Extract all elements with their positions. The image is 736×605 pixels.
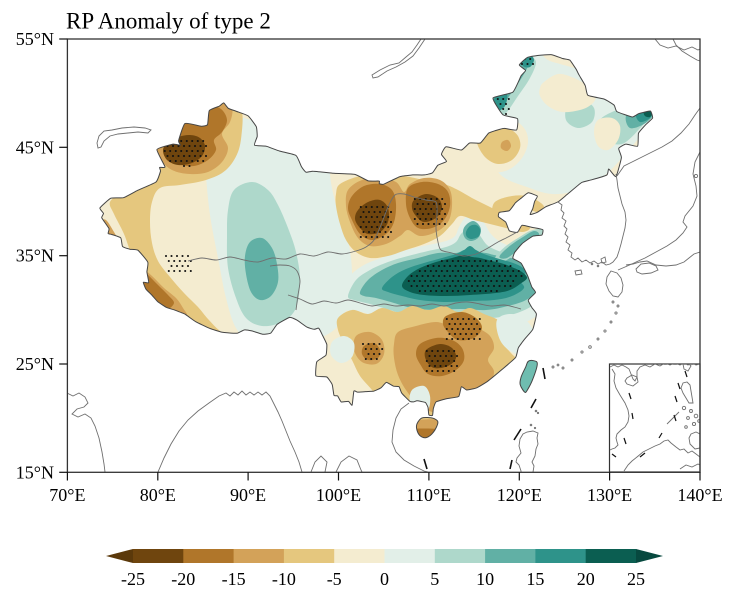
svg-text:35°N: 35°N <box>16 246 54 266</box>
svg-text:-5: -5 <box>327 569 342 589</box>
svg-text:55°N: 55°N <box>16 29 54 49</box>
svg-text:25: 25 <box>627 569 645 589</box>
svg-text:140°E: 140°E <box>677 485 722 505</box>
svg-text:RP Anomaly of type 2: RP Anomaly of type 2 <box>66 9 271 34</box>
svg-text:0: 0 <box>380 569 389 589</box>
svg-text:45°N: 45°N <box>16 137 54 157</box>
svg-text:15°N: 15°N <box>16 462 54 482</box>
svg-text:25°N: 25°N <box>16 354 54 374</box>
svg-text:110°E: 110°E <box>407 485 452 505</box>
svg-text:80°E: 80°E <box>140 485 176 505</box>
svg-text:20: 20 <box>577 569 595 589</box>
svg-text:120°E: 120°E <box>497 485 542 505</box>
svg-text:130°E: 130°E <box>587 485 632 505</box>
svg-text:100°E: 100°E <box>316 485 361 505</box>
svg-text:-25: -25 <box>121 569 145 589</box>
svg-text:5: 5 <box>430 569 439 589</box>
svg-text:-10: -10 <box>272 569 296 589</box>
svg-text:90°E: 90°E <box>230 485 266 505</box>
svg-text:70°E: 70°E <box>49 485 85 505</box>
svg-text:-20: -20 <box>171 569 195 589</box>
svg-text:-15: -15 <box>222 569 246 589</box>
svg-text:10: 10 <box>476 569 494 589</box>
svg-text:15: 15 <box>526 569 544 589</box>
